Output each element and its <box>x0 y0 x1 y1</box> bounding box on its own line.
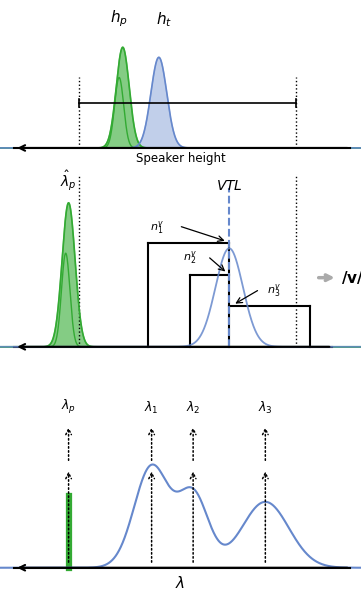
Text: $VTL$: $VTL$ <box>216 179 243 193</box>
Text: $n_3^v$: $n_3^v$ <box>267 282 281 299</box>
Text: $\lambda_2$: $\lambda_2$ <box>186 400 200 416</box>
Text: $h_p$: $h_p$ <box>110 8 128 29</box>
Text: $\mathbf{/v/}$: $\mathbf{/v/}$ <box>341 269 361 286</box>
Text: $n_2^v$: $n_2^v$ <box>183 249 197 266</box>
Text: $\hat{\lambda}_p$: $\hat{\lambda}_p$ <box>60 168 77 193</box>
Text: $n_1^v$: $n_1^v$ <box>150 219 164 236</box>
Text: $h_t$: $h_t$ <box>156 10 172 29</box>
Text: $\lambda_p$: $\lambda_p$ <box>61 398 76 416</box>
Text: Speaker height: Speaker height <box>136 152 225 165</box>
Text: $\lambda$: $\lambda$ <box>175 575 186 592</box>
Text: $\lambda_1$: $\lambda_1$ <box>144 400 159 416</box>
Text: $\lambda_3$: $\lambda_3$ <box>258 400 273 416</box>
